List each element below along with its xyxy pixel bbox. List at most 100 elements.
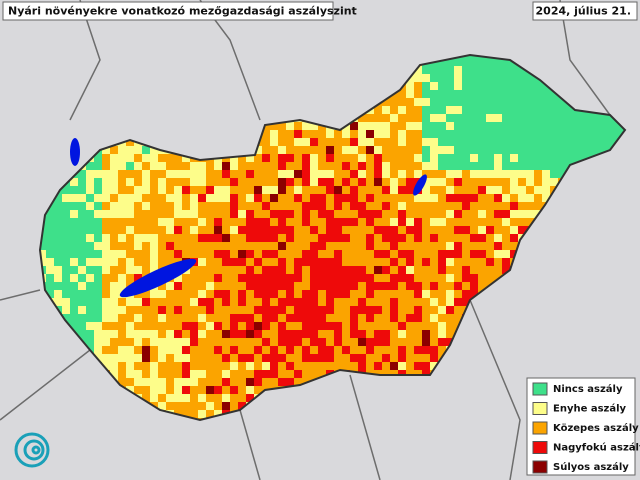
cell xyxy=(142,194,150,202)
cell xyxy=(406,234,414,242)
cell xyxy=(398,226,406,234)
cell xyxy=(214,186,222,194)
cell xyxy=(230,378,238,386)
cell xyxy=(590,146,598,154)
cell xyxy=(70,314,78,322)
cell xyxy=(486,178,494,186)
cell xyxy=(366,330,374,338)
cell xyxy=(414,322,422,330)
cell xyxy=(406,322,414,330)
cell xyxy=(558,106,566,114)
cell xyxy=(70,178,78,186)
cell xyxy=(286,210,294,218)
cell xyxy=(454,218,462,226)
cell xyxy=(326,298,334,306)
cell xyxy=(238,154,246,162)
cell xyxy=(574,122,582,130)
cell xyxy=(350,354,358,362)
cell xyxy=(494,218,502,226)
cell xyxy=(158,306,166,314)
cell xyxy=(198,218,206,226)
cell xyxy=(262,290,270,298)
cell xyxy=(438,58,446,66)
cell xyxy=(230,266,238,274)
cell xyxy=(94,226,102,234)
cell xyxy=(110,162,118,170)
cell xyxy=(254,266,262,274)
cell xyxy=(78,194,86,202)
cell xyxy=(502,234,510,242)
cell xyxy=(270,290,278,298)
cell xyxy=(414,210,422,218)
cell xyxy=(382,290,390,298)
cell xyxy=(334,170,342,178)
cell xyxy=(430,274,438,282)
cell xyxy=(246,306,254,314)
cell xyxy=(62,210,70,218)
cell xyxy=(206,186,214,194)
legend-swatch xyxy=(532,441,548,454)
cell xyxy=(518,74,526,82)
cell xyxy=(510,210,518,218)
cell xyxy=(342,338,350,346)
cell xyxy=(398,362,406,370)
cell xyxy=(278,170,286,178)
cell xyxy=(358,234,366,242)
cell xyxy=(302,178,310,186)
cell xyxy=(414,274,422,282)
cell xyxy=(190,354,198,362)
cell xyxy=(174,370,182,378)
cell xyxy=(470,226,478,234)
cell xyxy=(398,274,406,282)
cell xyxy=(438,306,446,314)
cell xyxy=(382,258,390,266)
cell xyxy=(150,266,158,274)
legend-label: Közepes aszály xyxy=(553,422,639,434)
cell xyxy=(422,306,430,314)
cell xyxy=(318,314,326,322)
cell xyxy=(494,146,502,154)
cell xyxy=(318,218,326,226)
cell xyxy=(150,338,158,346)
cell xyxy=(126,170,134,178)
cell xyxy=(230,170,238,178)
cell xyxy=(406,242,414,250)
cell xyxy=(438,130,446,138)
cell xyxy=(534,162,542,170)
cell xyxy=(382,282,390,290)
cell xyxy=(430,282,438,290)
cell xyxy=(430,90,438,98)
cell xyxy=(550,122,558,130)
cell xyxy=(198,250,206,258)
cell xyxy=(286,178,294,186)
cell xyxy=(526,114,534,122)
cell xyxy=(438,242,446,250)
cell xyxy=(94,154,102,162)
cell xyxy=(526,202,534,210)
cell xyxy=(422,210,430,218)
cell xyxy=(390,154,398,162)
cell xyxy=(174,186,182,194)
cell xyxy=(254,370,262,378)
cell xyxy=(86,314,94,322)
cell xyxy=(542,146,550,154)
cell xyxy=(110,370,118,378)
cell xyxy=(398,338,406,346)
cell xyxy=(214,282,222,290)
cell xyxy=(166,346,174,354)
cell xyxy=(230,386,238,394)
cell xyxy=(62,242,70,250)
cell xyxy=(166,226,174,234)
cell xyxy=(40,258,46,266)
cell xyxy=(342,170,350,178)
cell xyxy=(382,274,390,282)
cell xyxy=(374,346,382,354)
cell xyxy=(454,290,462,298)
cell xyxy=(398,186,406,194)
cell xyxy=(446,234,454,242)
cell xyxy=(182,154,190,162)
cell xyxy=(318,298,326,306)
cell xyxy=(302,186,310,194)
cell xyxy=(310,130,318,138)
cell xyxy=(318,242,326,250)
